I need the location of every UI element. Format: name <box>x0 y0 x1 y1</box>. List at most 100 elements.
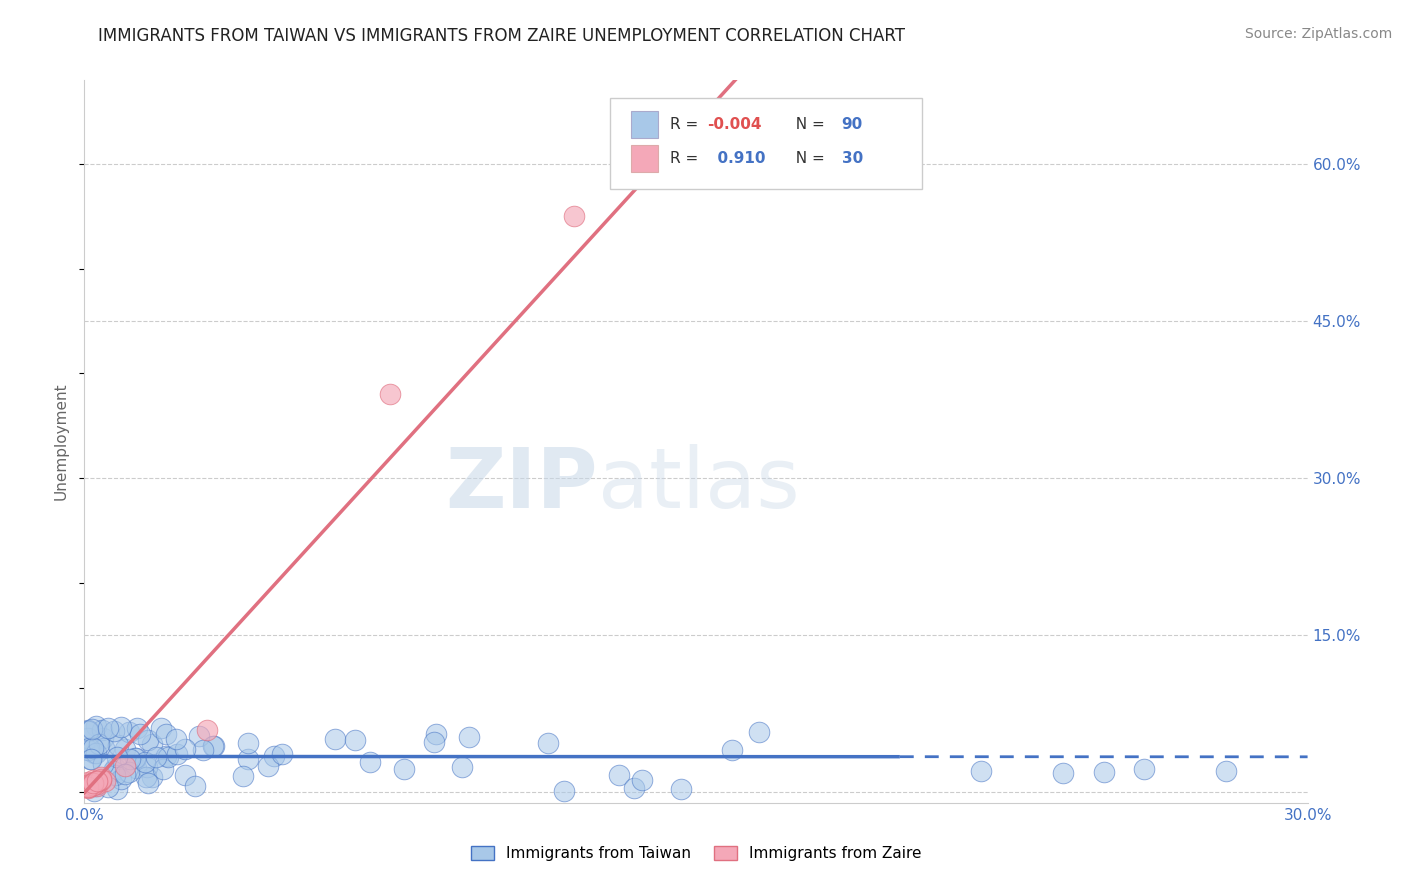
Point <box>114 742 136 756</box>
Point <box>537 736 560 750</box>
Text: 0.910: 0.910 <box>707 151 765 166</box>
Point <box>607 768 630 782</box>
Point <box>156 750 179 764</box>
Text: IMMIGRANTS FROM TAIWAN VS IMMIGRANTS FROM ZAIRE UNEMPLOYMENT CORRELATION CHART: IMMIGRANTS FROM TAIWAN VS IMMIGRANTS FRO… <box>98 27 905 45</box>
Point <box>128 727 150 741</box>
Point <box>748 725 770 739</box>
Point <box>141 770 163 784</box>
Point <box>90 772 112 786</box>
Point <box>114 767 136 781</box>
Text: 30: 30 <box>842 151 863 166</box>
Point <box>86 777 108 791</box>
Point <box>631 772 654 787</box>
Point <box>1133 762 1156 776</box>
Point <box>125 721 148 735</box>
Point <box>380 387 402 401</box>
Point <box>136 760 159 774</box>
Text: ZIP: ZIP <box>446 444 598 525</box>
Text: Source: ZipAtlas.com: Source: ZipAtlas.com <box>1244 27 1392 41</box>
Text: -0.004: -0.004 <box>707 117 762 132</box>
Point <box>79 751 101 765</box>
Point <box>323 732 346 747</box>
Text: atlas: atlas <box>598 444 800 525</box>
Point <box>669 782 692 797</box>
Point <box>256 759 278 773</box>
Point <box>107 739 129 753</box>
Point <box>83 778 105 792</box>
Point <box>91 757 114 772</box>
Text: R =: R = <box>671 117 703 132</box>
Point <box>86 776 108 790</box>
Point <box>458 730 481 744</box>
Point <box>359 755 381 769</box>
Point <box>103 724 125 739</box>
Point <box>423 735 446 749</box>
Text: R =: R = <box>671 151 703 166</box>
Legend: Immigrants from Taiwan, Immigrants from Zaire: Immigrants from Taiwan, Immigrants from … <box>464 840 928 867</box>
Point <box>562 210 585 224</box>
Point <box>82 776 104 790</box>
Point <box>87 737 110 751</box>
Point <box>236 736 259 750</box>
Point <box>118 724 141 739</box>
Point <box>82 772 104 787</box>
Point <box>101 764 124 778</box>
Point <box>83 746 105 760</box>
Point <box>90 770 112 784</box>
Text: N =: N = <box>786 151 830 166</box>
Point <box>77 775 100 789</box>
Point <box>86 779 108 793</box>
Point <box>90 723 112 737</box>
Bar <box>631 111 658 138</box>
Point <box>93 741 115 756</box>
Point <box>77 780 100 794</box>
Point <box>553 784 575 798</box>
Point <box>344 732 367 747</box>
Point <box>125 751 148 765</box>
Point <box>114 759 136 773</box>
Point <box>77 778 100 792</box>
Point <box>134 756 156 770</box>
Point <box>107 782 129 797</box>
Point <box>152 763 174 777</box>
Point <box>82 777 104 791</box>
Point <box>105 750 128 764</box>
Point <box>77 781 100 796</box>
Point <box>77 780 100 794</box>
Point <box>202 739 225 753</box>
Point <box>124 751 146 765</box>
Point <box>104 768 127 782</box>
Point <box>165 731 187 746</box>
Point <box>91 731 114 745</box>
Point <box>82 740 104 755</box>
Point <box>82 723 104 737</box>
Point <box>90 772 112 787</box>
Point <box>83 779 105 793</box>
Point <box>97 721 120 735</box>
Point <box>125 761 148 775</box>
Point <box>1215 764 1237 779</box>
Point <box>135 770 157 784</box>
Point <box>149 721 172 735</box>
Y-axis label: Unemployment: Unemployment <box>53 383 69 500</box>
Point <box>1092 765 1115 780</box>
Point <box>232 769 254 783</box>
Point <box>82 777 104 791</box>
Point <box>82 778 104 792</box>
Point <box>82 776 104 790</box>
FancyBboxPatch shape <box>610 98 922 189</box>
Point <box>145 750 167 764</box>
Point <box>93 773 115 788</box>
Point <box>82 775 104 789</box>
Point <box>77 742 100 756</box>
Point <box>86 773 108 788</box>
Point <box>83 784 105 798</box>
Point <box>86 775 108 789</box>
Text: N =: N = <box>786 117 830 132</box>
Point <box>202 739 225 753</box>
Point <box>1052 766 1074 780</box>
Point <box>86 746 108 760</box>
Point <box>155 749 177 764</box>
Point <box>82 778 104 792</box>
Point <box>195 723 218 737</box>
